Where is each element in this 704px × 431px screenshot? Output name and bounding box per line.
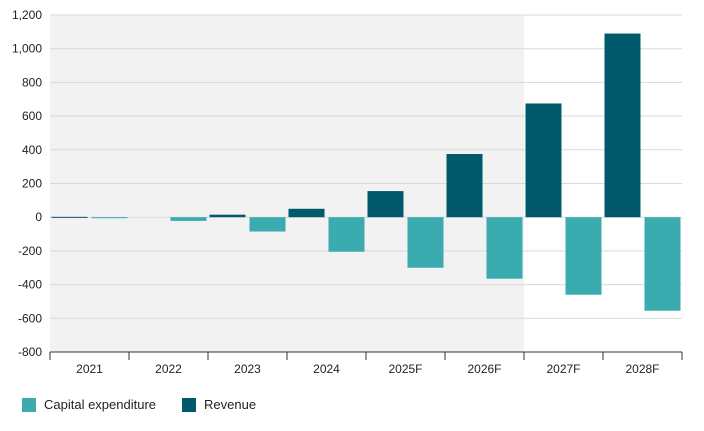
y-tick-label: -600 [18, 311, 42, 325]
bar-revenue [446, 154, 483, 218]
bar-revenue [209, 214, 246, 218]
legend-item-capex: Capital expenditure [22, 397, 156, 412]
bar-capex [328, 217, 365, 252]
x-tick-label: 2021 [76, 362, 103, 376]
bar-capex [407, 217, 444, 268]
legend-swatch-capex [22, 397, 36, 412]
bar-revenue [288, 208, 325, 218]
bar-revenue [604, 33, 641, 218]
bar-capex [91, 217, 128, 219]
x-tick-label: 2026F [467, 362, 501, 376]
x-tick-label: 2027F [546, 362, 580, 376]
x-tick-label: 2022 [155, 362, 182, 376]
legend-swatch-revenue [182, 397, 197, 412]
y-tick-label: 600 [22, 109, 42, 123]
y-tick-label: 1,200 [12, 8, 42, 22]
legend-label-capex: Capital expenditure [44, 397, 157, 412]
y-tick-label: 800 [22, 75, 42, 89]
y-tick-label: -200 [18, 244, 42, 258]
bar-capex [565, 217, 602, 295]
x-tick-label: 2023 [234, 362, 261, 376]
bar-revenue [525, 103, 562, 218]
y-tick-label: 400 [22, 143, 42, 157]
legend: Capital expenditure Revenue [22, 397, 282, 412]
bar-capex [644, 217, 681, 311]
bar-revenue [367, 191, 404, 218]
bar-capex [249, 217, 286, 232]
bar-capex [486, 217, 523, 279]
y-tick-label: 200 [22, 177, 42, 191]
y-tick-label: -400 [18, 278, 42, 292]
x-tick-label: 2025F [388, 362, 422, 376]
x-tick-label: 2024 [313, 362, 340, 376]
x-tick-label: 2028F [625, 362, 659, 376]
y-tick-label: 0 [35, 210, 42, 224]
y-tick-label: 1,000 [12, 42, 42, 56]
bar-revenue [51, 216, 88, 218]
legend-label-revenue: Revenue [204, 397, 257, 412]
bar-capex [170, 217, 207, 221]
y-tick-label: -800 [18, 345, 42, 359]
legend-item-revenue: Revenue [182, 397, 256, 412]
